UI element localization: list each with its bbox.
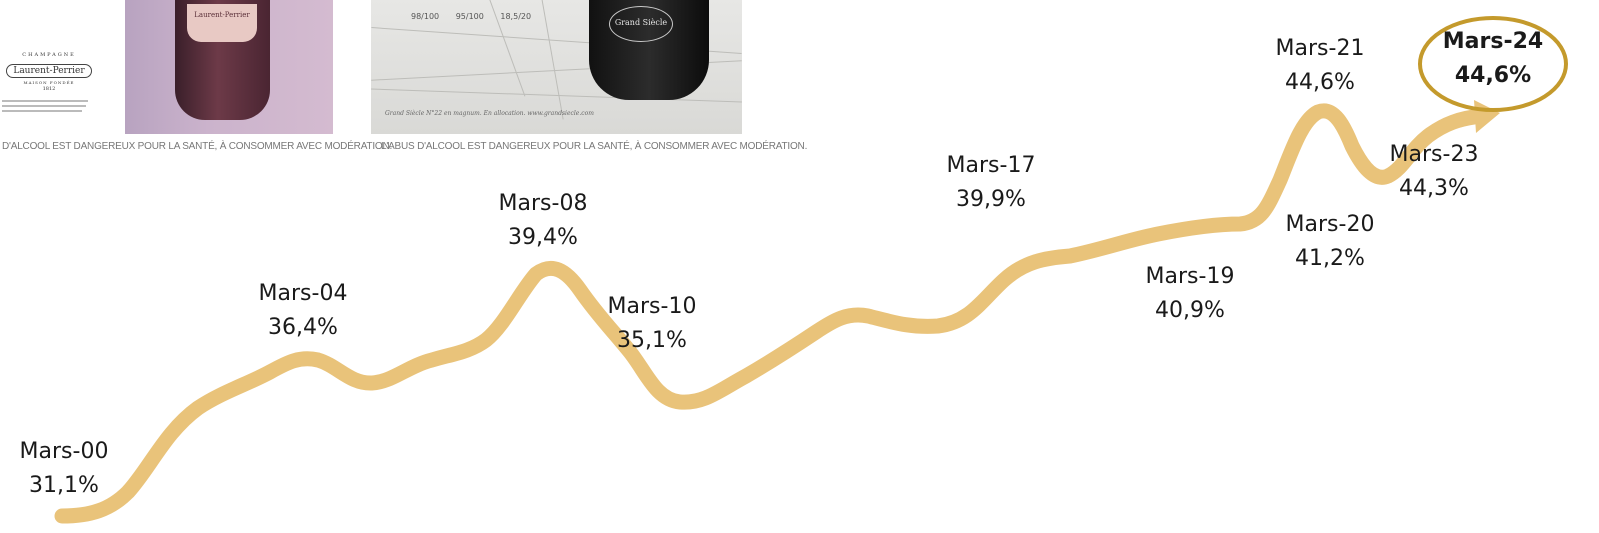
trend-line <box>54 103 1490 524</box>
ad-disclaimer-left: D'ALCOOL EST DANGEREUX POUR LA SANTÉ, À … <box>2 141 393 152</box>
point-date-label: Mars-21 <box>1276 36 1365 61</box>
trend-arrowhead <box>1474 100 1500 133</box>
data-point-label: Mars-00 31,1% <box>20 439 109 498</box>
point-value-label: 36,4% <box>268 315 338 340</box>
data-point-label: Mars-17 39,9% <box>947 153 1036 212</box>
ad-photo-grand-siecle: 98/100 95/100 18,5/20 Grand Siècle Grand… <box>371 0 742 134</box>
bottle-grand-siecle-label: Grand Siècle <box>609 6 673 42</box>
point-value-label: 31,1% <box>29 473 99 498</box>
data-point-label: Mars-23 44,3% <box>1390 142 1479 201</box>
data-point-label: Mars-08 39,4% <box>499 191 588 250</box>
bottle-grand-siecle-image: Grand Siècle <box>589 0 709 100</box>
brand-logo: CHAMPAGNE Laurent-Perrier MAISON FONDÉE … <box>6 52 92 92</box>
brand-line4: 1812 <box>42 86 56 92</box>
point-value-label: 44,3% <box>1399 176 1469 201</box>
data-point-label: Mars-24 44,6% <box>1443 29 1543 88</box>
point-value-label: 40,9% <box>1155 298 1225 323</box>
data-point-label: Mars-21 44,6% <box>1276 36 1365 95</box>
point-date-label: Mars-23 <box>1390 142 1479 167</box>
bottle-rose-label: Laurent-Perrier <box>187 4 257 42</box>
point-date-label: Mars-19 <box>1146 264 1235 289</box>
point-value-label: 44,6% <box>1455 63 1531 88</box>
brand-line1: CHAMPAGNE <box>22 52 76 58</box>
point-value-label: 35,1% <box>617 328 687 353</box>
point-value-label: 44,6% <box>1285 70 1355 95</box>
point-value-label: 41,2% <box>1295 246 1365 271</box>
data-point-label: Mars-19 40,9% <box>1146 264 1235 323</box>
ad-brand-panel: CHAMPAGNE Laurent-Perrier MAISON FONDÉE … <box>0 0 125 134</box>
point-date-label: Mars-24 <box>1443 29 1543 54</box>
point-value-label: 39,4% <box>508 225 578 250</box>
point-date-label: Mars-20 <box>1286 212 1375 237</box>
brand-line2: Laurent-Perrier <box>6 64 92 78</box>
ad-fine-print <box>2 100 90 115</box>
ad-disclaimer-right: L'ABUS D'ALCOOL EST DANGEREUX POUR LA SA… <box>381 141 808 152</box>
brand-line3: MAISON FONDÉE <box>23 80 75 85</box>
point-date-label: Mars-17 <box>947 153 1036 178</box>
data-point-label: Mars-04 36,4% <box>259 281 348 340</box>
bottle-rose-image: Laurent-Perrier <box>175 0 270 120</box>
data-point-label: Mars-10 35,1% <box>608 294 697 353</box>
point-date-label: Mars-08 <box>499 191 588 216</box>
highlight-ring <box>1418 16 1568 112</box>
point-value-label: 39,9% <box>956 187 1026 212</box>
ad-scores: 98/100 95/100 18,5/20 <box>411 12 532 21</box>
point-date-label: Mars-10 <box>608 294 697 319</box>
data-point-label: Mars-20 41,2% <box>1286 212 1375 271</box>
ad-photo-rose: Laurent-Perrier <box>125 0 333 134</box>
ad-caption: Grand Siècle N°22 en magnum. En allocati… <box>385 110 594 117</box>
point-date-label: Mars-04 <box>259 281 348 306</box>
point-date-label: Mars-00 <box>20 439 109 464</box>
